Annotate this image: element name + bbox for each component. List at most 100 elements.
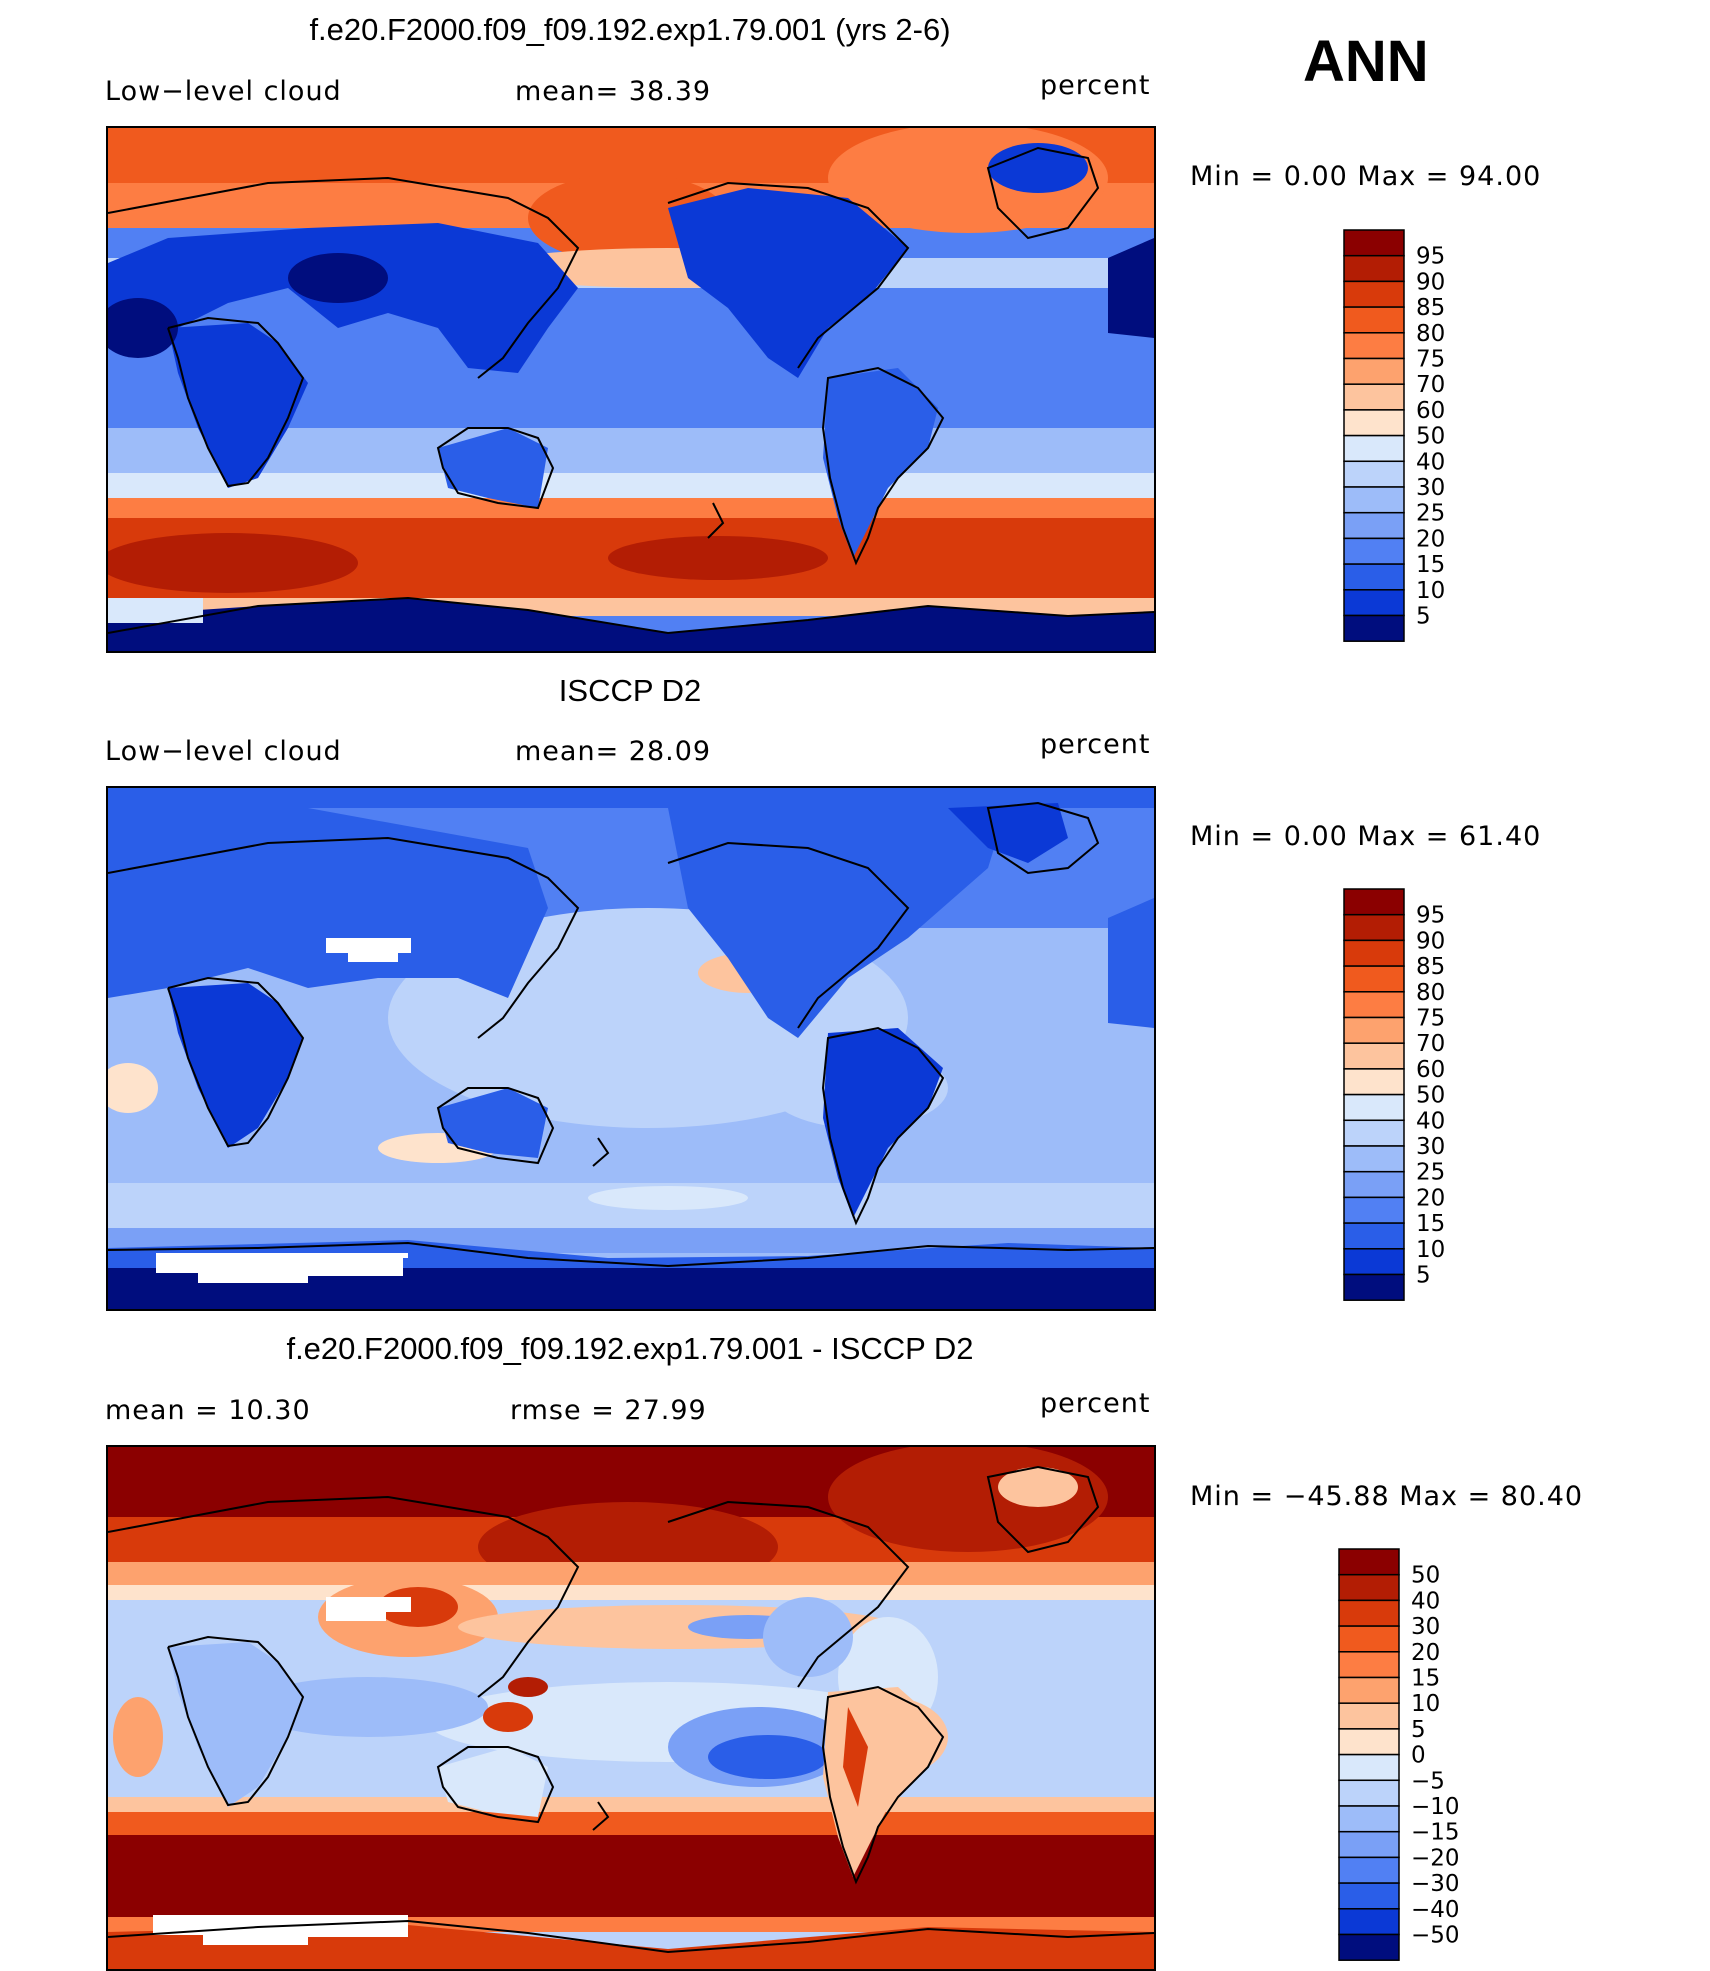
colorbar-box <box>1343 229 1405 257</box>
colorbar-box <box>1343 409 1405 437</box>
colorbar-tick-label: 20 <box>1416 1185 1445 1211</box>
colorbar-tick-label: 5 <box>1416 604 1431 630</box>
colorbar-box <box>1343 1093 1405 1122</box>
colorbar-tick-label: 80 <box>1416 321 1445 347</box>
colorbar-tick-label: 20 <box>1411 1640 1440 1666</box>
panel-2-units: percent <box>1040 729 1151 760</box>
colorbar-box <box>1343 332 1405 360</box>
colorbar-tick-label: 95 <box>1416 244 1445 270</box>
colorbar-tick-label: 50 <box>1411 1563 1440 1589</box>
colorbar-tick-label: 85 <box>1416 295 1445 321</box>
panel-2-colorbar: 95 90 85 80 75 70 60 50 40 30 25 20 15 10 5 <box>1342 887 1542 1302</box>
colorbar-box <box>1338 1805 1400 1833</box>
panel-2-mean: mean= 28.09 <box>515 736 712 767</box>
colorbar-box <box>1343 1248 1405 1276</box>
colorbar-box <box>1343 1145 1405 1173</box>
panel-1-mean: mean= 38.39 <box>515 76 712 107</box>
colorbar-tick-label: 5 <box>1411 1717 1426 1743</box>
colorbar-tick-label: 5 <box>1416 1263 1431 1289</box>
colorbar-box <box>1343 563 1405 591</box>
colorbar-tick-label: 60 <box>1416 1057 1445 1083</box>
colorbar-box <box>1343 1222 1405 1250</box>
colorbar-tick-label: −50 <box>1411 1923 1460 1949</box>
colorbar-box <box>1343 913 1405 942</box>
panel-1-title: f.e20.F2000.f09_f09.192.exp1.79.001 (yrs… <box>309 12 951 47</box>
colorbar-box <box>1343 434 1405 463</box>
colorbar-tick-label: 95 <box>1416 903 1445 929</box>
colorbar-tick-label: 15 <box>1411 1666 1440 1692</box>
colorbar-tick-label: 25 <box>1416 501 1445 527</box>
panel-1-colorbar: 95 90 85 80 75 70 60 50 40 30 25 20 15 10 5 <box>1342 228 1542 643</box>
colorbar-tick-label: 40 <box>1416 449 1445 475</box>
colorbar-box <box>1343 306 1405 334</box>
colorbar-box <box>1338 1702 1400 1730</box>
colorbar-tick-label: 10 <box>1416 1237 1445 1263</box>
colorbar-box <box>1343 486 1405 514</box>
colorbar-tick-label: 15 <box>1416 552 1445 578</box>
panel-3-colorbar: 50 40 30 20 15 10 5 0 −5 −10 −15 −20 −30 −40 −50 <box>1337 1547 1537 1962</box>
colorbar-box <box>1343 939 1405 967</box>
colorbar-box <box>1343 254 1405 283</box>
colorbar-box <box>1343 280 1405 308</box>
colorbar-box <box>1338 1856 1400 1884</box>
colorbar-tick-label: −40 <box>1411 1897 1460 1923</box>
colorbar-box <box>1343 614 1405 642</box>
colorbar-box <box>1343 888 1405 916</box>
colorbar-box <box>1343 1170 1405 1199</box>
colorbar-box <box>1343 1068 1405 1096</box>
colorbar-tick-label: 40 <box>1416 1108 1445 1134</box>
colorbar-tick-label: 70 <box>1416 372 1445 398</box>
colorbar-box <box>1338 1599 1400 1627</box>
colorbar-box <box>1343 1196 1405 1224</box>
colorbar-box <box>1343 1273 1405 1301</box>
colorbar-tick-label: 40 <box>1411 1588 1440 1614</box>
colorbar-tick-label: 15 <box>1416 1211 1445 1237</box>
colorbar-box <box>1338 1573 1400 1602</box>
panel-3-rmse: rmse = 27.99 <box>510 1395 707 1426</box>
colorbar-tick-label: 10 <box>1411 1691 1440 1717</box>
panel-2-variable-label: Low−level cloud <box>105 736 342 767</box>
colorbar-box <box>1343 965 1405 993</box>
colorbar-tick-label: −30 <box>1411 1871 1460 1897</box>
colorbar-box <box>1343 537 1405 565</box>
colorbar-box <box>1343 589 1405 617</box>
colorbar-tick-label: 50 <box>1416 1083 1445 1109</box>
colorbar-box <box>1343 1042 1405 1070</box>
colorbar-tick-label: 60 <box>1416 398 1445 424</box>
colorbar-tick-label: 10 <box>1416 578 1445 604</box>
colorbar-tick-label: −20 <box>1411 1845 1460 1871</box>
colorbar-tick-label: 85 <box>1416 954 1445 980</box>
colorbar-box <box>1343 357 1405 385</box>
panel-3-minmax: Min = −45.88 Max = 80.40 <box>1190 1481 1584 1512</box>
panel-2-title: ISCCP D2 <box>558 673 702 708</box>
panel-3-map <box>106 1445 1156 1971</box>
panel-1-variable-label: Low−level cloud <box>105 76 342 107</box>
panel-1-units: percent <box>1040 70 1151 101</box>
colorbar-box <box>1338 1933 1400 1961</box>
colorbar-box <box>1338 1625 1400 1653</box>
colorbar-box <box>1338 1779 1400 1807</box>
panel-3-units: percent <box>1040 1388 1151 1419</box>
colorbar-tick-label: −10 <box>1411 1794 1460 1820</box>
colorbar-tick-label: 70 <box>1416 1031 1445 1057</box>
colorbar-box <box>1338 1676 1400 1704</box>
colorbar-tick-label: 90 <box>1416 269 1445 295</box>
colorbar-tick-label: 25 <box>1416 1160 1445 1186</box>
panel-2-map <box>106 786 1156 1311</box>
colorbar-tick-label: 30 <box>1416 475 1445 501</box>
colorbar-box <box>1338 1908 1400 1936</box>
colorbar-tick-label: 0 <box>1411 1743 1426 1769</box>
colorbar-box <box>1343 460 1405 488</box>
colorbar-box <box>1343 991 1405 1019</box>
colorbar-tick-label: 30 <box>1411 1614 1440 1640</box>
colorbar-box <box>1338 1548 1400 1576</box>
colorbar-tick-label: 90 <box>1416 928 1445 954</box>
colorbar-tick-label: −15 <box>1411 1820 1460 1846</box>
colorbar-tick-label: 75 <box>1416 1006 1445 1032</box>
colorbar-box <box>1338 1882 1400 1910</box>
panel-3-mean: mean = 10.30 <box>105 1395 311 1426</box>
colorbar-box <box>1343 383 1405 411</box>
colorbar-tick-label: 75 <box>1416 347 1445 373</box>
colorbar-tick-label: 30 <box>1416 1134 1445 1160</box>
colorbar-tick-label: 50 <box>1416 424 1445 450</box>
